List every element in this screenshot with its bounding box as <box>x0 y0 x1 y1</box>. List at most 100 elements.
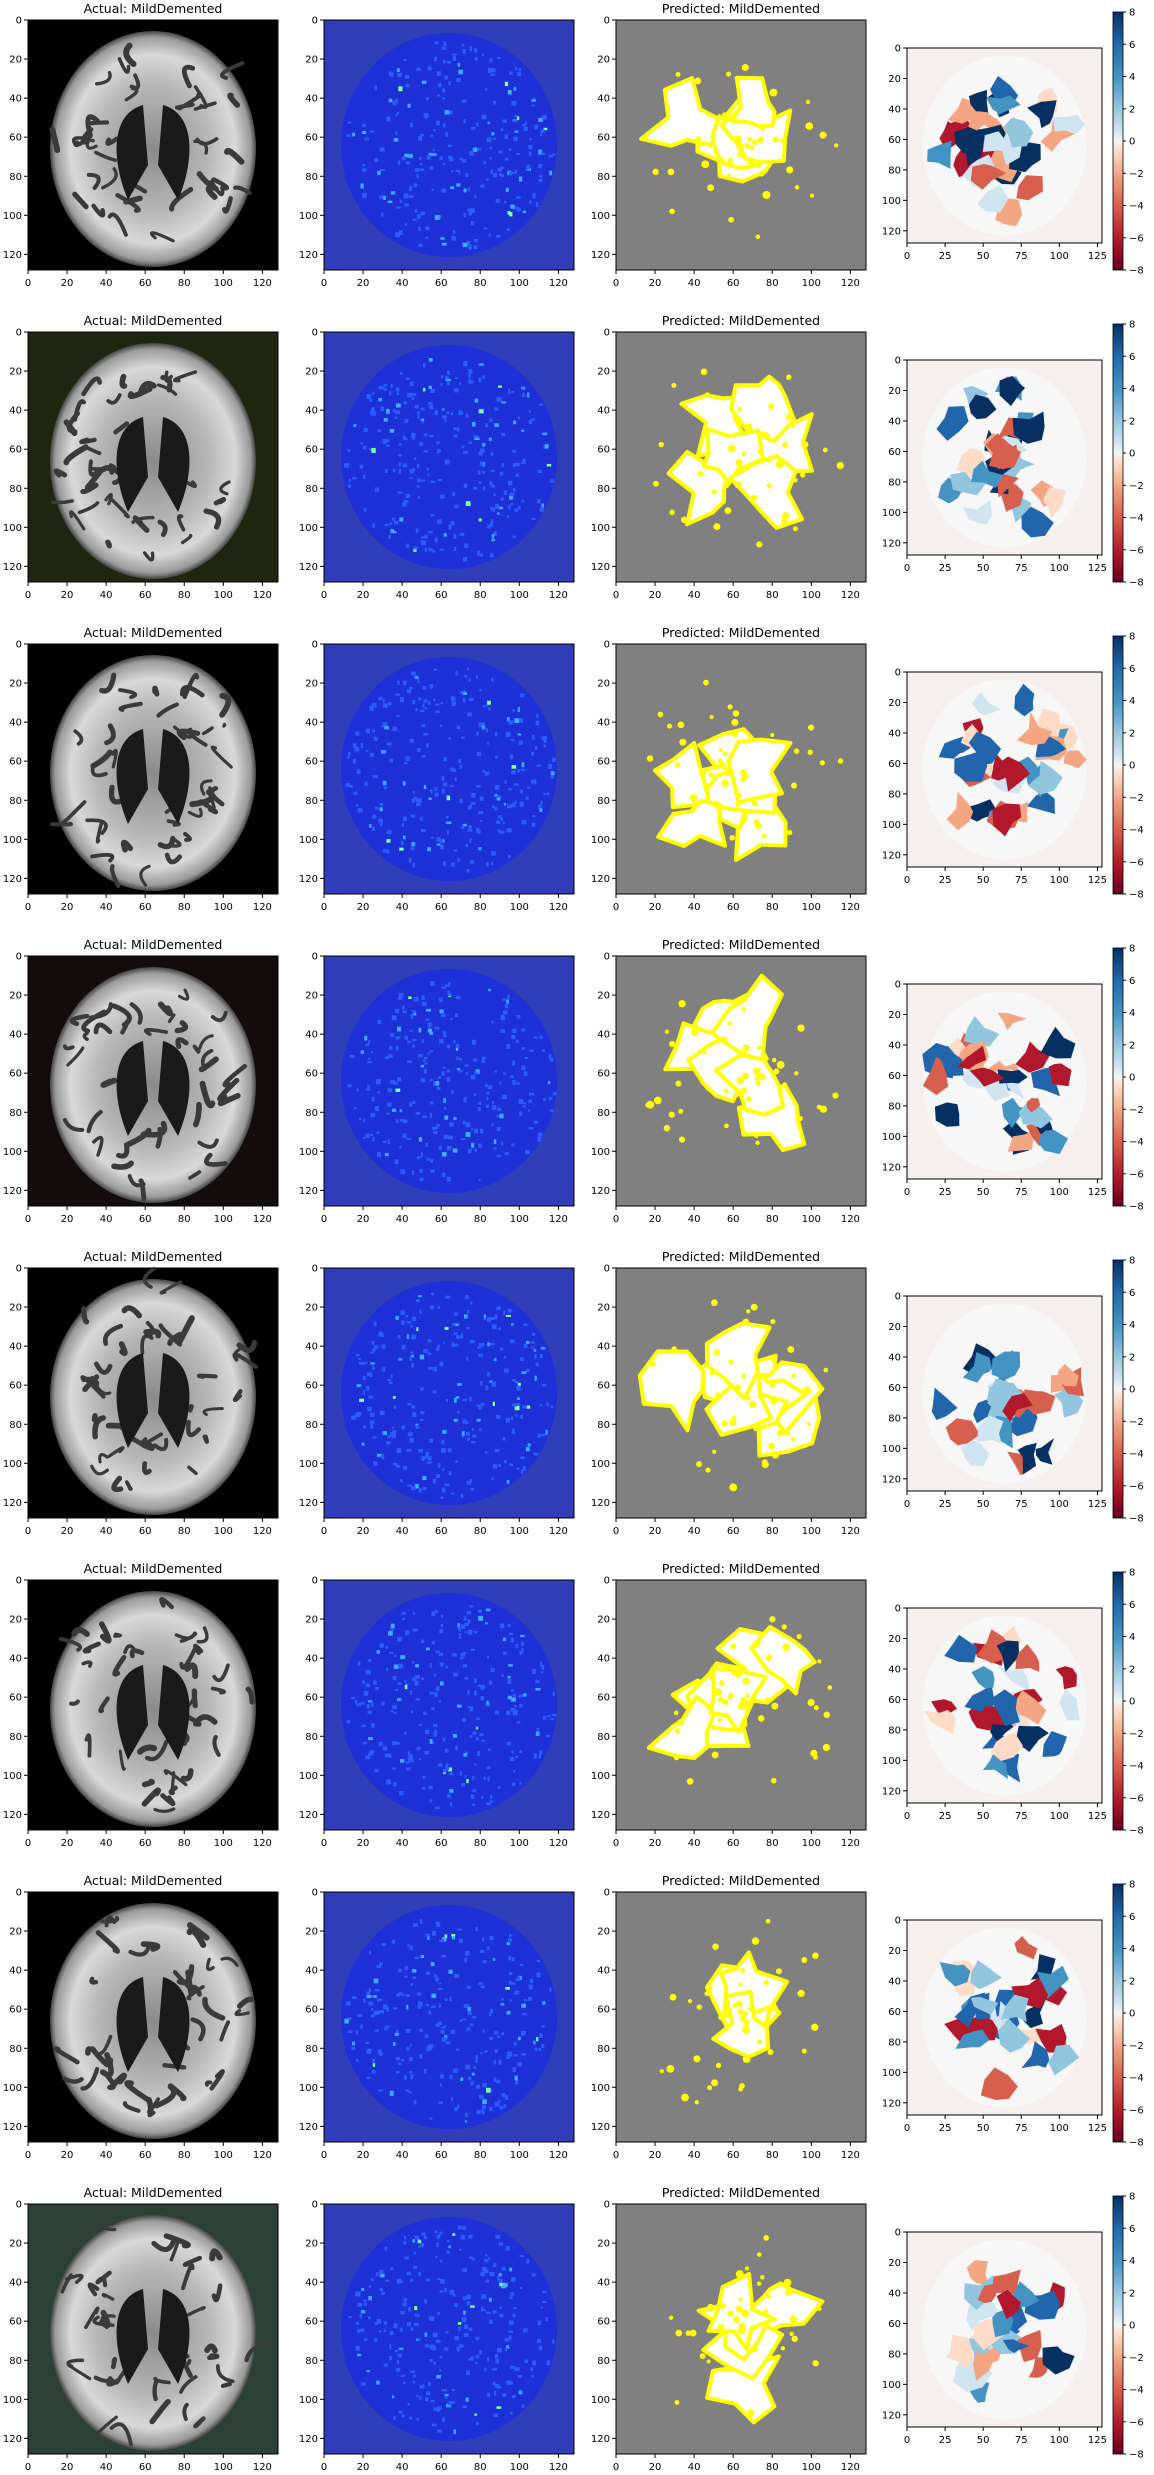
saliency-pixel <box>519 2390 523 2394</box>
saliency-pixel <box>385 1153 389 1156</box>
mri-xtick-label: 60 <box>139 590 152 601</box>
mask-speck <box>749 1401 756 1408</box>
mask-speck <box>753 1641 759 1647</box>
saliency-pixel <box>421 755 425 758</box>
saliency-pixel <box>521 2053 526 2056</box>
mask-speck <box>658 712 664 718</box>
saliency-ytick-label: 120 <box>299 1810 318 1821</box>
saliency-pixel <box>411 672 416 676</box>
saliency-pixel <box>385 439 389 442</box>
saliency-pixel <box>468 1630 473 1635</box>
saliency-pixel <box>404 2298 407 2302</box>
saliency-pixel <box>419 1758 422 1760</box>
saliency-pixel <box>441 1615 443 1618</box>
mask-xtick-label: 20 <box>649 590 662 601</box>
mask-speck <box>786 374 791 379</box>
attribution-ytick-label: 20 <box>888 1322 901 1333</box>
saliency-pixel <box>472 2073 475 2076</box>
colorbar-tick-label: −6 <box>1129 2105 1144 2116</box>
mask-panel: Predicted: MildDemented0 20 40 60 80 100 12002… <box>591 2185 866 2473</box>
saliency-pixel <box>503 998 507 1001</box>
mask-xtick-label: 120 <box>841 1526 860 1537</box>
mask-speck <box>776 460 784 468</box>
saliency-pixel <box>467 1611 471 1614</box>
saliency-pixel <box>519 1111 522 1116</box>
saliency-pixel <box>350 1055 355 1058</box>
mask-xtick-label: 0 <box>613 1526 619 1537</box>
brain-slice <box>50 343 256 579</box>
saliency-pixel <box>531 1347 534 1349</box>
saliency-pixel <box>429 1786 433 1790</box>
mask-speck <box>736 142 744 150</box>
saliency-pixel <box>476 732 479 736</box>
attribution-xtick-label: 100 <box>1050 2123 1069 2134</box>
saliency-pixel <box>512 1957 515 1961</box>
saliency-pixel <box>491 485 495 488</box>
mask-speck <box>697 144 701 148</box>
saliency-pixel <box>406 756 410 759</box>
saliency-pixel <box>487 701 491 705</box>
saliency-pixel <box>474 1129 478 1134</box>
saliency-pixel <box>396 715 400 717</box>
saliency-pixel <box>469 838 471 842</box>
mask-speck <box>724 1123 729 1128</box>
saliency-pixel <box>452 1342 454 1346</box>
saliency-pixel <box>371 2278 374 2280</box>
saliency-pixel <box>487 1766 491 1769</box>
saliency-pixel <box>468 806 471 810</box>
saliency-pixel <box>522 393 525 397</box>
saliency-pixel <box>454 1344 459 1347</box>
colorbar-tick-label: −2 <box>1129 2041 1144 2052</box>
saliency-pixel <box>507 228 510 231</box>
saliency-pixel <box>411 1405 415 1408</box>
saliency-pixel <box>398 2411 402 2414</box>
saliency-pixel <box>396 1119 399 1123</box>
saliency-pixel <box>517 769 520 772</box>
saliency-pixel <box>453 434 457 437</box>
saliency-pixel <box>414 797 417 800</box>
saliency-pixel <box>428 473 430 475</box>
saliency-pixel <box>429 798 432 800</box>
saliency-pixel <box>498 151 502 154</box>
saliency-pixel <box>491 851 496 856</box>
saliency-pixel <box>476 2085 480 2089</box>
predicted-title: Predicted: MildDemented <box>662 313 820 328</box>
saliency-xtick-label: 80 <box>474 2462 487 2473</box>
saliency-pixel <box>375 158 377 160</box>
mri-ytick-label: 80 <box>9 172 22 183</box>
attribution-ytick-label: 60 <box>888 2319 901 2330</box>
saliency-pixel <box>432 1931 436 1936</box>
saliency-pixel <box>421 1078 425 1082</box>
colorbar-tick-label: 2 <box>1129 1976 1135 1987</box>
mask-speck <box>744 143 750 149</box>
saliency-pixel <box>457 1411 459 1414</box>
saliency-pixel <box>371 407 375 411</box>
mri-ytick-label: 20 <box>9 1927 22 1938</box>
mask-ytick-label: 40 <box>597 1966 610 1977</box>
mask-speck <box>748 2006 752 2010</box>
attribution-ytick-label: 60 <box>888 1071 901 1082</box>
mri-ytick-label: 20 <box>9 2239 22 2250</box>
saliency-pixel <box>497 797 501 800</box>
saliency-pixel <box>475 57 478 60</box>
saliency-pixel <box>480 820 482 822</box>
saliency-pixel <box>397 392 399 395</box>
mask-speck <box>791 1437 795 1441</box>
saliency-pixel <box>529 1985 533 1990</box>
mask-speck <box>797 1634 802 1639</box>
colorbar-tick-label: −2 <box>1129 2353 1144 2364</box>
saliency-pixel <box>456 1044 459 1049</box>
mri-ytick-label: 80 <box>9 484 22 495</box>
saliency-pixel <box>455 1013 458 1017</box>
saliency-pixel <box>420 168 424 171</box>
saliency-xtick-label: 20 <box>357 590 370 601</box>
saliency-pixel <box>479 1179 481 1181</box>
saliency-pixel <box>492 2368 497 2370</box>
saliency-pixel <box>483 227 487 229</box>
saliency-pixel <box>462 159 466 163</box>
saliency-pixel <box>459 2249 462 2251</box>
saliency-ytick-label: 120 <box>299 1186 318 1197</box>
saliency-pixel <box>518 707 520 712</box>
mask-ytick-label: 80 <box>597 1732 610 1743</box>
